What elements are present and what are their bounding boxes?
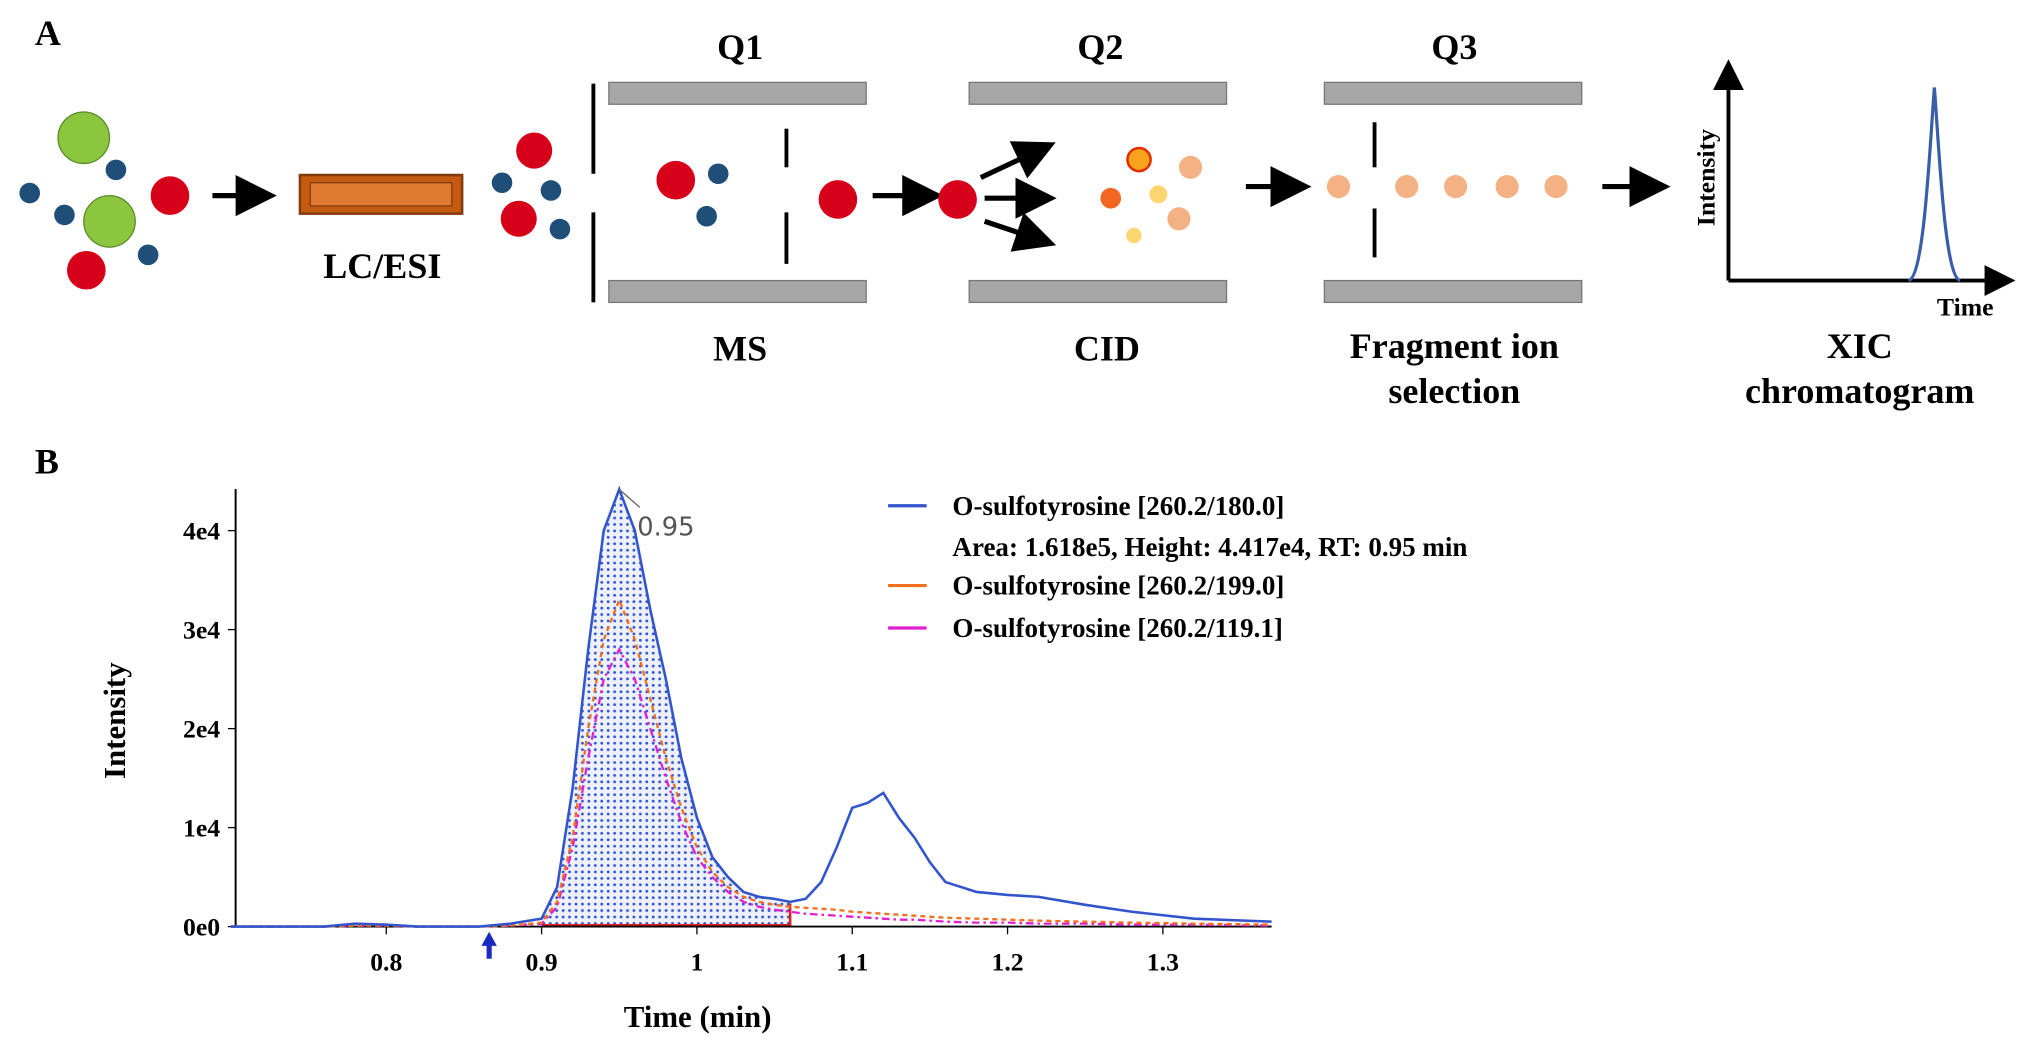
x-tick-label: 1 (690, 947, 703, 976)
legend-label: O-sulfotyrosine [260.2/180.0] (952, 491, 1284, 521)
y-tick-label: 4e4 (183, 517, 220, 546)
q3-label: Q3 (1431, 27, 1477, 67)
series-line (230, 485, 1272, 928)
xic-label: chromatogram (1745, 371, 1974, 411)
y-tick-label: 2e4 (183, 715, 220, 744)
y-axis-title: Intensity (97, 662, 132, 779)
legend-label: O-sulfotyrosine [260.2/119.1] (952, 613, 1282, 643)
marker-arrow (481, 931, 497, 959)
x-tick-label: 1.2 (991, 947, 1023, 976)
y-tick-label: 0e0 (183, 913, 220, 942)
legend-subtitle: Area: 1.618e5, Height: 4.417e4, RT: 0.95… (952, 532, 1467, 562)
x-tick-label: 1.1 (836, 947, 868, 976)
q1-label: Q1 (717, 27, 763, 67)
series-line (230, 646, 1272, 928)
x-tick-label: 0.8 (370, 947, 402, 976)
lc-label: LC/ESI (323, 246, 441, 286)
peak-annotation: 0.95 (637, 513, 694, 543)
panel-label: B (35, 442, 59, 482)
y-tick-label: 1e4 (183, 814, 220, 843)
fragment-label: Fragment ion (1350, 326, 1559, 366)
y-tick-label: 3e4 (183, 616, 220, 645)
ms-label: MS (713, 328, 767, 368)
series-line (230, 596, 1272, 928)
xic-label: XIC (1827, 326, 1893, 366)
panel-a: A LC/ESI Q1 MS Q2 CID Q3 Fragment ion se… (19, 13, 2016, 411)
integration-area (541, 489, 791, 927)
mini-x-label: Time (1937, 292, 1994, 321)
legend-label: O-sulfotyrosine [260.2/199.0] (952, 571, 1284, 601)
panel-b: B Intensity Time (min) Area: 1.618e5, He… (35, 442, 1468, 1034)
cid-label: CID (1074, 328, 1140, 368)
fragment-label: selection (1388, 371, 1520, 411)
annotation-leader (618, 488, 641, 508)
mini-y-label: Intensity (1691, 129, 1720, 226)
x-tick-label: 0.9 (526, 947, 558, 976)
x-axis-title: Time (min) (624, 999, 772, 1034)
q2-label: Q2 (1077, 27, 1123, 67)
x-tick-label: 1.3 (1147, 947, 1179, 976)
panel-label: A (35, 13, 61, 53)
